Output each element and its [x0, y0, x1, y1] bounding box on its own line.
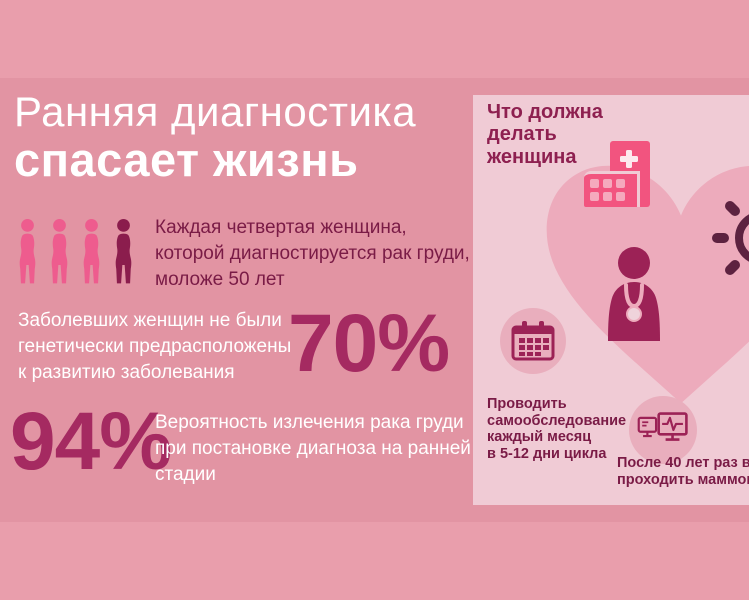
- heart-shape: [546, 165, 749, 404]
- mammography-line: После 40 лет раз в год: [617, 455, 749, 471]
- monitor-bubble: [629, 396, 697, 464]
- mammography-monitor-icon: [637, 412, 688, 441]
- stat-94-text: Вероятность излечения рака груди при пос…: [155, 410, 471, 488]
- stat-70-value: 70%: [288, 298, 450, 389]
- self-exam-line: каждый месяц: [487, 429, 592, 446]
- self-exam-line: в 5-12 дни цикла: [487, 446, 607, 463]
- panel-heading-line: делать: [487, 123, 557, 146]
- woman-icon: [51, 219, 68, 284]
- stat-94-value: 94%: [10, 396, 172, 487]
- stat-70-line: генетически предрасположены: [18, 336, 292, 358]
- self-exam-text: Проводить самообследование каждый месяц …: [487, 396, 626, 463]
- woman-icon: [83, 219, 100, 284]
- self-exam-line: самообследование: [487, 412, 627, 429]
- title-line-2: спасает жизнь: [14, 133, 359, 187]
- stat-quarter-text: Каждая четвертая женщина, которой диагно…: [155, 215, 470, 293]
- woman-highlighted-icon: [115, 219, 132, 284]
- stat-70-line: Заболевших женщин не были: [18, 310, 282, 331]
- hospital-building: [584, 171, 640, 207]
- stat-quarter-line: Каждая четвертая женщина,: [155, 217, 407, 238]
- mammography-line: проходить маммографию: [617, 471, 749, 488]
- stat-70-line: к развитию заболевания: [18, 362, 235, 384]
- panel-heading-line: Что должна: [487, 101, 603, 123]
- woman-icon: [19, 219, 36, 284]
- stat-94-line: стадии: [155, 464, 216, 486]
- panel-heading: Что должна делать женщина: [487, 101, 603, 168]
- stat-quarter-line: моложе 50 лет: [155, 269, 285, 291]
- title-line-1: Ранняя диагностика: [14, 88, 417, 135]
- what-woman-should-do-panel: Что должна делать женщина: [473, 95, 749, 505]
- women-figures-icon: [13, 217, 138, 286]
- stat-94-line: при постановке диагноза на ранней: [155, 438, 471, 460]
- calendar-icon: [511, 321, 555, 361]
- hospital-icon: [581, 141, 691, 211]
- regular-checkup-clock-icon: [712, 201, 749, 275]
- stat-70-text: Заболевших женщин не были генетически пр…: [18, 308, 291, 386]
- calendar-bubble: [500, 308, 566, 374]
- stat-quarter-line: которой диагностируется рак груди,: [155, 243, 470, 265]
- stat-94-line: Вероятность излечения рака груди: [155, 412, 464, 433]
- doctor-icon: [608, 247, 660, 341]
- medical-cross-icon: [620, 150, 638, 168]
- self-exam-line: Проводить: [487, 396, 567, 412]
- panel-heading-line: женщина: [487, 145, 577, 168]
- page-title: Ранняя диагностика спасает жизнь: [14, 88, 416, 183]
- mammography-text: После 40 лет раз в год проходить маммогр…: [617, 455, 749, 488]
